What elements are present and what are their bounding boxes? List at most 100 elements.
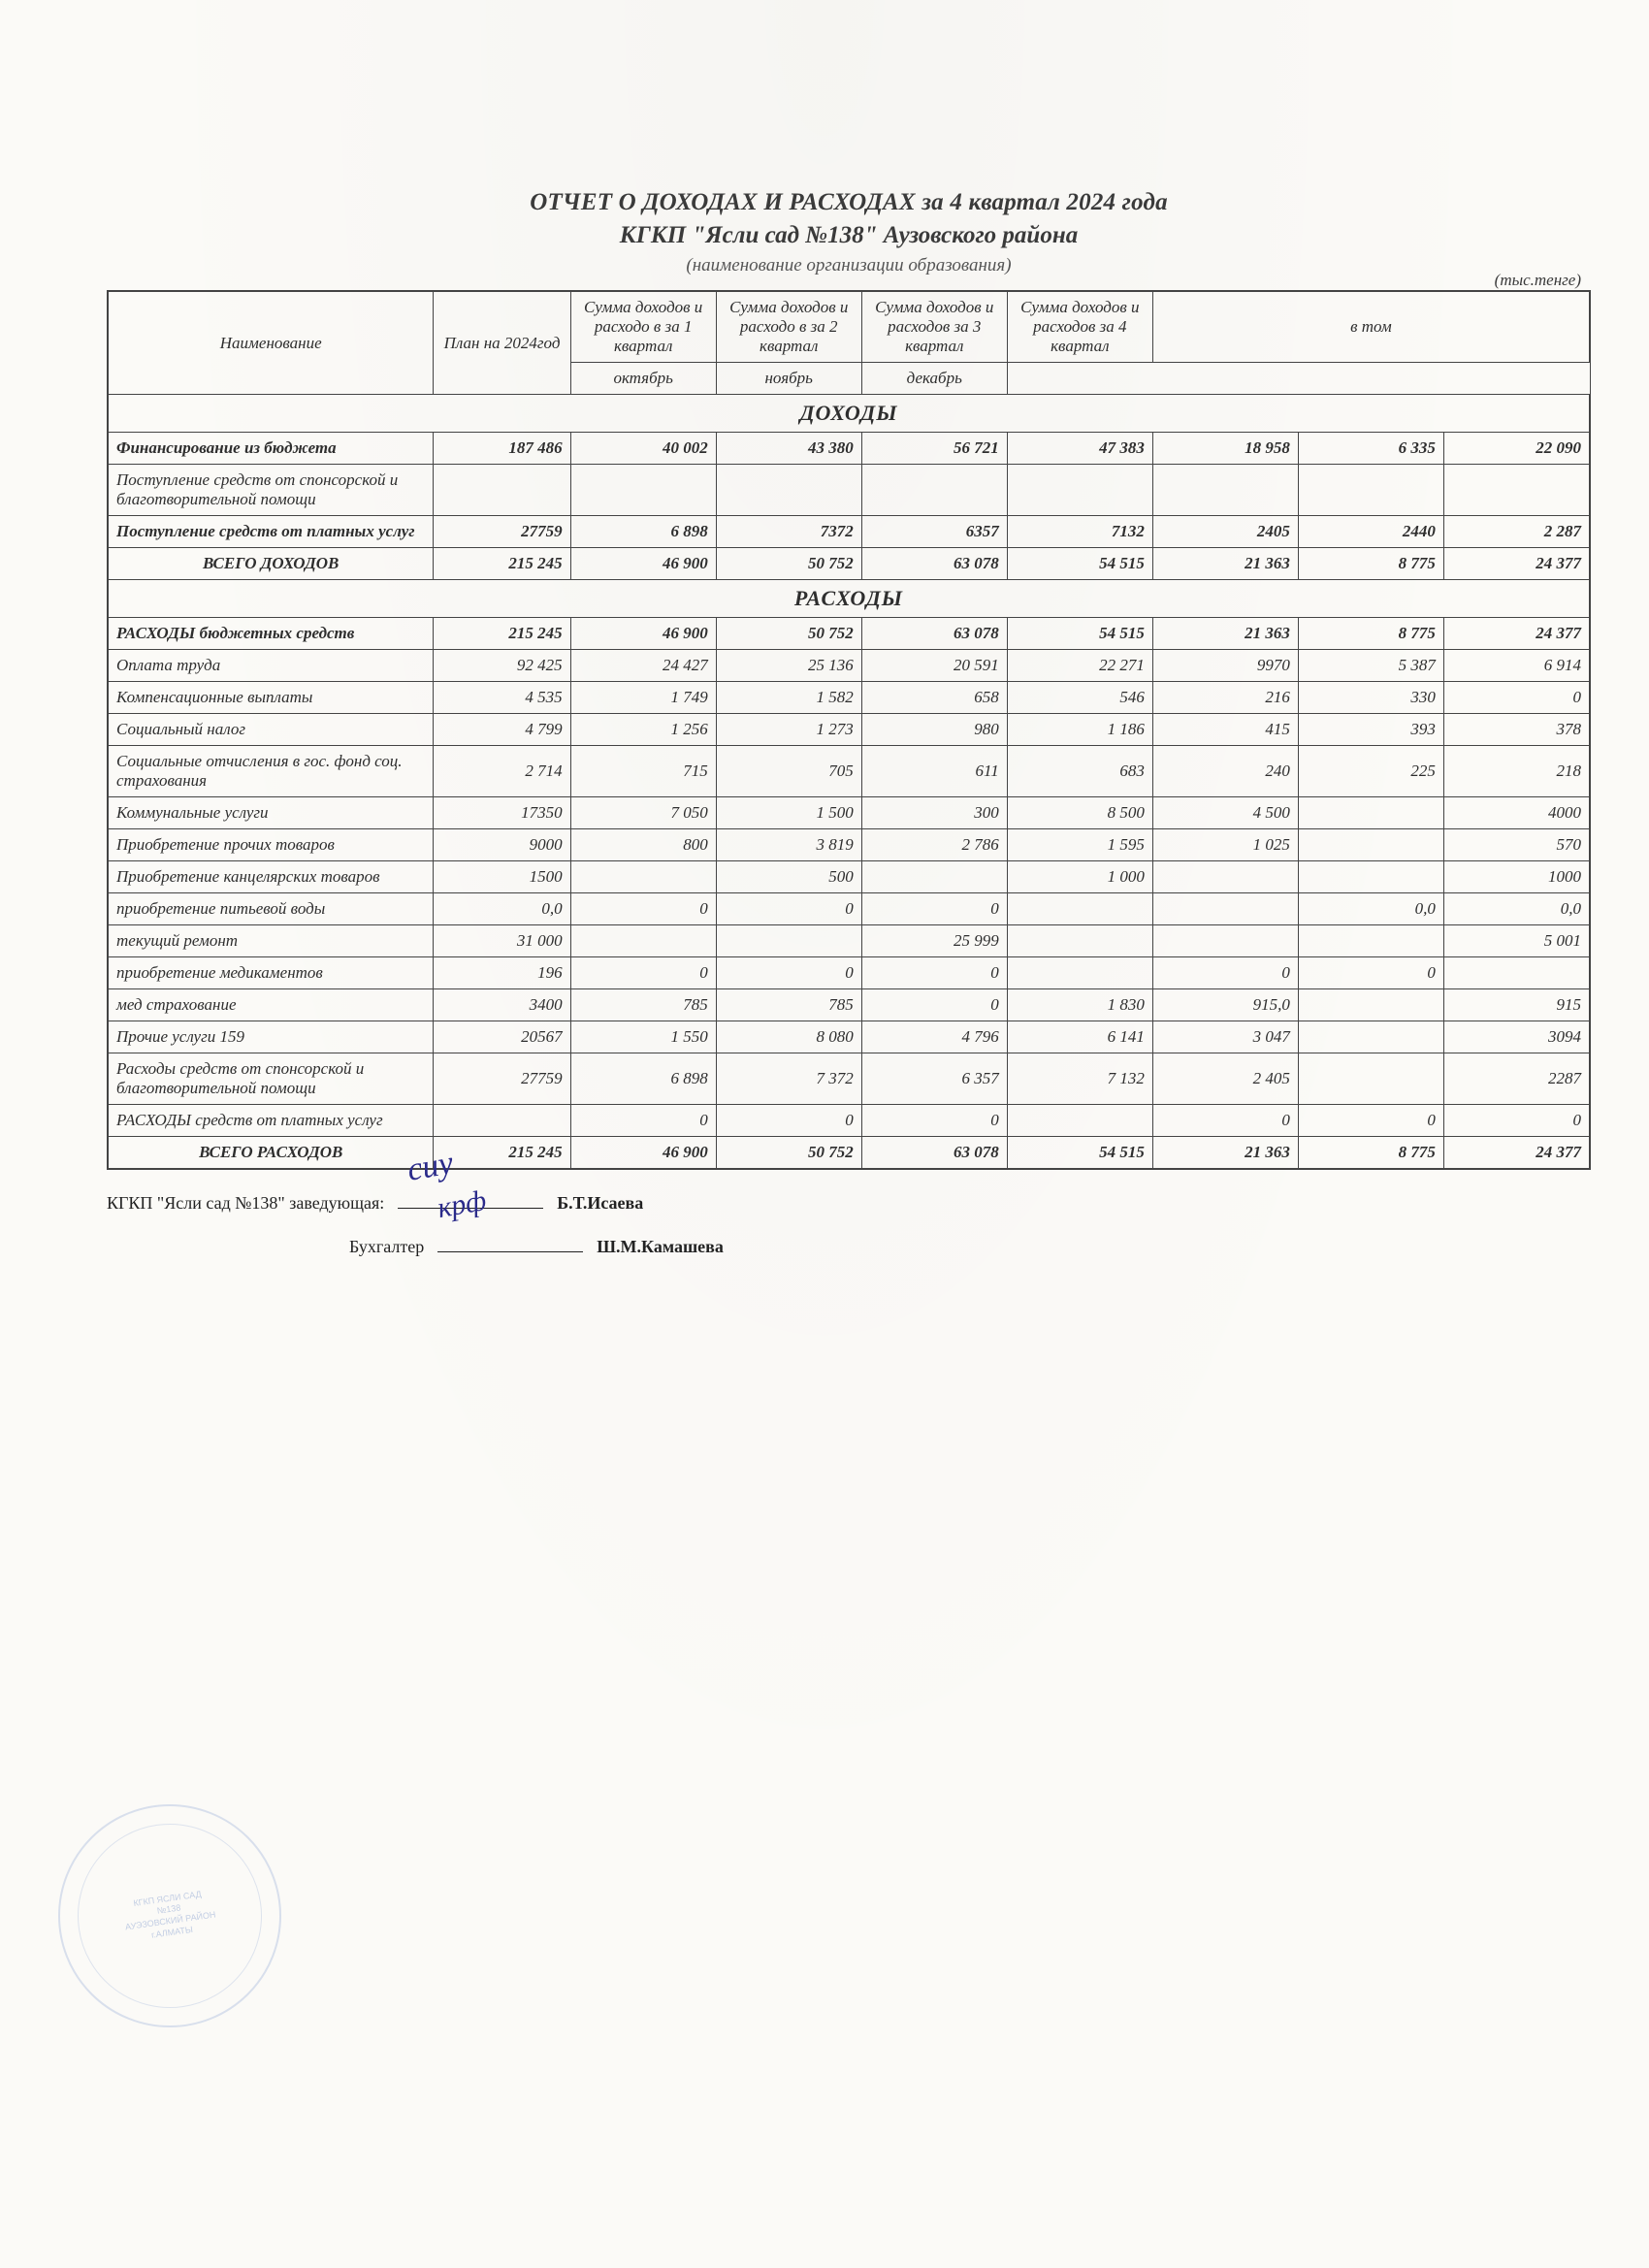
row-value-cell-6 xyxy=(1298,861,1443,893)
row-value-cell-1: 40 002 xyxy=(570,433,716,465)
official-stamp-text: КГКП ЯСЛИ САД №138 АУЭЗОВСКИЙ РАЙОН г.АЛМАТ… xyxy=(66,1812,275,2021)
row-label: ВСЕГО ДОХОДОВ xyxy=(109,548,434,580)
row-value-cell-7: 4000 xyxy=(1443,797,1589,829)
table-section-header: РАСХОДЫ xyxy=(109,580,1590,618)
section-title-label: ДОХОДЫ xyxy=(109,395,1590,433)
row-value-cell-3 xyxy=(861,861,1007,893)
row-value-cell-7: 24 377 xyxy=(1443,548,1589,580)
row-value-cell-4 xyxy=(1007,1105,1152,1137)
row-value-cell-4: 1 000 xyxy=(1007,861,1152,893)
official-stamp-icon: КГКП ЯСЛИ САД №138 АУЭЗОВСКИЙ РАЙОН г.АЛМАТ… xyxy=(58,1804,281,2027)
table-header-row-main: Наименование План на 2024год Сумма доход… xyxy=(109,292,1590,363)
table-row: РАСХОДЫ средств от платных услуг 0 0 0 0 0 0 xyxy=(109,1105,1590,1137)
row-value-cell-5: 0 xyxy=(1152,957,1298,989)
row-value-cell-3: 0 xyxy=(861,957,1007,989)
row-value-cell-7: 915 xyxy=(1443,989,1589,1021)
row-value-cell-0: 215 245 xyxy=(434,548,570,580)
row-label: приобретение питьевой воды xyxy=(109,893,434,925)
row-value-cell-0: 17350 xyxy=(434,797,570,829)
row-value-cell-1: 46 900 xyxy=(570,1137,716,1169)
row-value-cell-5: 9970 xyxy=(1152,650,1298,682)
row-value-cell-5: 915,0 xyxy=(1152,989,1298,1021)
row-value-cell-0: 20567 xyxy=(434,1021,570,1053)
row-value-cell-5: 2 405 xyxy=(1152,1053,1298,1105)
report-table-wrap: Наименование План на 2024год Сумма доход… xyxy=(107,290,1591,1170)
row-label: Социальные отчисления в гос. фонд соц. с… xyxy=(109,746,434,797)
table-row: Социальный налог 4 799 1 256 1 273 980 1 186 4… xyxy=(109,714,1590,746)
header-naimenovanie: Наименование xyxy=(109,292,434,395)
row-value-cell-1: 1 550 xyxy=(570,1021,716,1053)
row-value-cell-1: 1 749 xyxy=(570,682,716,714)
row-value-cell-6: 225 xyxy=(1298,746,1443,797)
row-value-cell-1: 800 xyxy=(570,829,716,861)
accountant-label: Бухгалтер xyxy=(349,1237,424,1257)
row-value-cell-4: 54 515 xyxy=(1007,548,1152,580)
row-value-cell-4: 546 xyxy=(1007,682,1152,714)
director-name: Б.Т.Исаева xyxy=(557,1193,643,1214)
row-value-cell-3: 4 796 xyxy=(861,1021,1007,1053)
table-row: Поступление средств от спонсорской и бла… xyxy=(109,465,1590,516)
row-value-cell-5 xyxy=(1152,925,1298,957)
row-value-cell-6 xyxy=(1298,797,1443,829)
table-row: Приобретение канцелярских товаров 1500 500… xyxy=(109,861,1590,893)
row-value-cell-2: 0 xyxy=(716,893,861,925)
row-value-cell-0: 3400 xyxy=(434,989,570,1021)
row-value-cell-1 xyxy=(570,861,716,893)
row-value-cell-4: 54 515 xyxy=(1007,1137,1152,1169)
table-section-header: ДОХОДЫ xyxy=(109,395,1590,433)
row-value-cell-7: 218 xyxy=(1443,746,1589,797)
header-v-tom: в том xyxy=(1152,292,1589,363)
row-value-cell-5 xyxy=(1152,465,1298,516)
table-row: ВСЕГО РАСХОДОВ 215 245 46 900 50 752 63 078 5… xyxy=(109,1137,1590,1169)
footer-block: КГКП "Ясли сад №138" заведующая: сиу Б.Т… xyxy=(107,1183,1591,1257)
row-label: Финансирование из бюджета xyxy=(109,433,434,465)
row-value-cell-6 xyxy=(1298,989,1443,1021)
table-row: Прочие услуги 159 20567 1 550 8 080 4 796 6 1… xyxy=(109,1021,1590,1053)
row-value-cell-2: 0 xyxy=(716,1105,861,1137)
row-value-cell-1: 6 898 xyxy=(570,516,716,548)
row-value-cell-5: 2405 xyxy=(1152,516,1298,548)
row-value-cell-1: 46 900 xyxy=(570,618,716,650)
row-value-cell-7: 3094 xyxy=(1443,1021,1589,1053)
table-body: ДОХОДЫ Финансирование из бюджета 187 486 40… xyxy=(109,395,1590,1169)
row-value-cell-0: 27759 xyxy=(434,1053,570,1105)
header-q2: Сумма доходов и расходо в за 2 квартал xyxy=(716,292,861,363)
row-value-cell-2: 785 xyxy=(716,989,861,1021)
row-value-cell-0: 4 535 xyxy=(434,682,570,714)
row-label: Прочие услуги 159 xyxy=(109,1021,434,1053)
row-value-cell-5: 21 363 xyxy=(1152,618,1298,650)
row-value-cell-3: 300 xyxy=(861,797,1007,829)
row-value-cell-7: 2 287 xyxy=(1443,516,1589,548)
row-value-cell-3: 6 357 xyxy=(861,1053,1007,1105)
row-value-cell-5: 3 047 xyxy=(1152,1021,1298,1053)
document-content: ОТЧЕТ О ДОХОДАХ И РАСХОДАХ за 4 квартал … xyxy=(107,189,1591,1257)
row-value-cell-3: 0 xyxy=(861,893,1007,925)
table-row: Социальные отчисления в гос. фонд соц. с… xyxy=(109,746,1590,797)
section-title-label: РАСХОДЫ xyxy=(109,580,1590,618)
row-value-cell-5 xyxy=(1152,861,1298,893)
row-value-cell-6 xyxy=(1298,925,1443,957)
row-value-cell-5: 240 xyxy=(1152,746,1298,797)
row-value-cell-7 xyxy=(1443,465,1589,516)
row-value-cell-3: 658 xyxy=(861,682,1007,714)
row-value-cell-0: 31 000 xyxy=(434,925,570,957)
row-value-cell-1: 0 xyxy=(570,893,716,925)
row-value-cell-4: 1 186 xyxy=(1007,714,1152,746)
row-value-cell-7: 24 377 xyxy=(1443,618,1589,650)
row-label: ВСЕГО РАСХОДОВ xyxy=(109,1137,434,1169)
row-value-cell-3: 63 078 xyxy=(861,1137,1007,1169)
table-row: Расходы средств от спонсорской и благотв… xyxy=(109,1053,1590,1105)
row-value-cell-5: 415 xyxy=(1152,714,1298,746)
table-row: РАСХОДЫ бюджетных средств 215 245 46 900 50… xyxy=(109,618,1590,650)
row-value-cell-6: 8 775 xyxy=(1298,548,1443,580)
accountant-signature-field[interactable]: крф xyxy=(437,1227,583,1252)
row-label: Расходы средств от спонсорской и благотв… xyxy=(109,1053,434,1105)
row-value-cell-3: 25 999 xyxy=(861,925,1007,957)
row-value-cell-5 xyxy=(1152,893,1298,925)
row-value-cell-7: 570 xyxy=(1443,829,1589,861)
row-value-cell-6: 2440 xyxy=(1298,516,1443,548)
row-label: РАСХОДЫ бюджетных средств xyxy=(109,618,434,650)
row-value-cell-7: 0 xyxy=(1443,1105,1589,1137)
row-label: мед страхование xyxy=(109,989,434,1021)
row-label: Компенсационные выплаты xyxy=(109,682,434,714)
